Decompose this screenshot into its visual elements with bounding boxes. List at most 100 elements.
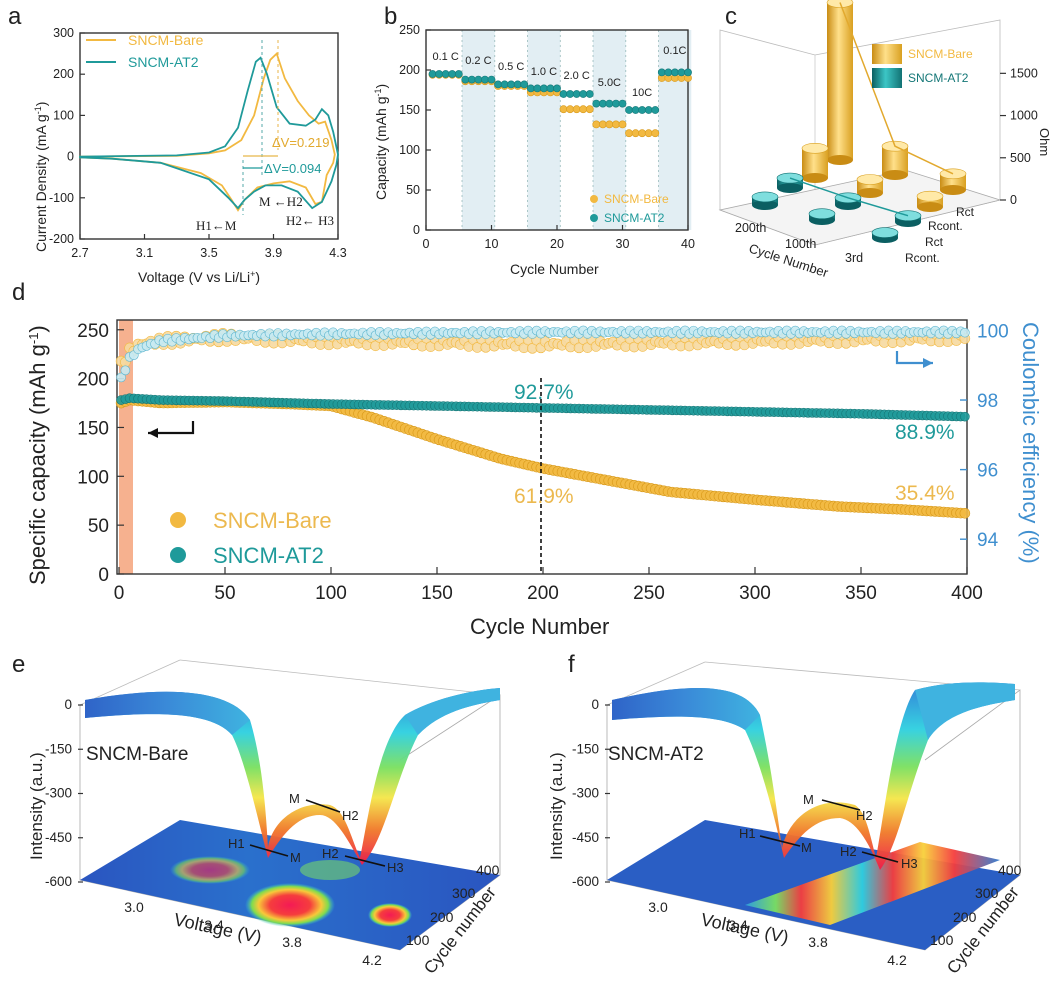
e-ztick-label: -450 xyxy=(45,830,72,845)
b-point-at2 xyxy=(638,106,647,114)
panel-f-xticks: 3.0 3.4 3.8 4.2 xyxy=(648,899,907,968)
c-category-label: 200th xyxy=(735,221,766,235)
b-point-at2 xyxy=(572,90,581,98)
e-arrow-mh2 xyxy=(305,799,341,813)
a-ytick-label: -100 xyxy=(49,191,74,205)
e-ytick-label: 400 xyxy=(476,862,500,878)
a-dv-bare-label: ΔV=0.219 xyxy=(272,135,329,150)
b-point-at2 xyxy=(461,75,470,84)
c-bar-bare-rct xyxy=(939,168,967,195)
b-rate-label: 2.0 C xyxy=(564,70,590,82)
b-point-bare xyxy=(605,120,614,129)
f-label-h3: H3 xyxy=(901,856,918,871)
e-label-h2-top: H2 xyxy=(342,808,359,823)
b-ytick-label: 100 xyxy=(399,143,420,157)
b-point-bare xyxy=(644,129,653,138)
b-point-at2 xyxy=(553,84,561,93)
panel-c-categories: 200th 100th 3rd xyxy=(735,221,863,265)
e-ztick-label: 0 xyxy=(64,697,72,712)
panel-c-bars xyxy=(751,0,967,243)
d-y2tick-label: 94 xyxy=(977,530,999,551)
e-surface-plateau xyxy=(85,691,250,735)
c-bar-body xyxy=(917,196,943,207)
e-box-top-right xyxy=(179,659,501,696)
c-link-bare xyxy=(839,2,954,175)
c-bar-top xyxy=(916,190,944,202)
d-annot-at2-200: 92.7% xyxy=(514,381,574,404)
c-bar-top xyxy=(808,208,836,219)
d-xtick-label: 300 xyxy=(739,583,771,604)
d-legend-bare-label: SNCM-Bare xyxy=(213,508,332,533)
b-rate-label: 0.1 C xyxy=(433,51,459,63)
f-title: SNCM-AT2 xyxy=(608,744,704,765)
c-bar-bottom xyxy=(835,200,861,210)
e-surface xyxy=(85,688,500,865)
b-xtick-label: 30 xyxy=(616,237,630,251)
b-point-at2 xyxy=(618,99,627,108)
a-xtick-label: 2.7 xyxy=(71,246,88,260)
c-bar-bottom xyxy=(857,188,883,198)
b-point-at2 xyxy=(441,70,450,78)
b-ytick-label: 200 xyxy=(399,63,420,77)
d-xtick-label: 100 xyxy=(315,583,347,604)
a-legend-bare-label: SNCM-Bare xyxy=(128,32,204,48)
d-y2label: Coulombic efficiency (%) xyxy=(1018,322,1043,564)
f-label-h2: H2 xyxy=(840,844,857,859)
a-label-h2h3: H2← H3 xyxy=(286,213,334,228)
b-xtick-label: 20 xyxy=(550,237,564,251)
c-ztick-label: 1500 xyxy=(1010,66,1038,80)
panel-d-yticks: 0 50 100 150 200 250 xyxy=(77,321,124,586)
d-ytick-label: 50 xyxy=(88,516,109,537)
c-group-label: Rct xyxy=(925,235,944,249)
b-rate-label: 0.1C xyxy=(663,45,686,57)
d-point-at2-ce xyxy=(960,327,970,338)
f-label-h2-top: H2 xyxy=(856,808,873,823)
b-point-at2 xyxy=(592,99,601,108)
b-ytick-label: 0 xyxy=(413,223,420,237)
f-arrow-h1m xyxy=(759,835,801,847)
d-legend-at2-label: SNCM-AT2 xyxy=(213,543,324,568)
d-ytick-label: 150 xyxy=(77,418,109,439)
e-xtick-label: 3.8 xyxy=(282,934,302,950)
panel-e-xticks: 3.0 3.4 3.8 4.2 xyxy=(124,899,382,968)
c-bar-bottom xyxy=(752,200,778,210)
d-xtick-label: 0 xyxy=(114,583,125,604)
b-point-at2 xyxy=(533,84,542,93)
b-legend-at2-label: SNCM-AT2 xyxy=(604,211,665,225)
d-ytick-label: 250 xyxy=(77,321,109,342)
e-floor-hot-1 xyxy=(245,883,335,927)
b-rate-label: 1.0 C xyxy=(531,66,557,78)
b-rate-label: 0.5 C xyxy=(498,61,524,73)
panel-d-frame xyxy=(116,319,968,575)
e-floor-hot-3 xyxy=(368,903,412,927)
f-xtick-label: 3.0 xyxy=(648,899,668,915)
b-point-bare xyxy=(651,129,660,138)
panel-f-zticks: 0 -150 -300 -450 -600 xyxy=(572,697,610,889)
series-sncm-at2-ce xyxy=(116,325,970,383)
b-point-at2 xyxy=(579,90,588,98)
c-bar-bare-rct xyxy=(826,0,854,165)
panel-b-xticks: 0 10 20 30 40 xyxy=(423,225,695,251)
c-bar-bare-rcont xyxy=(801,143,829,183)
f-surface-plateau xyxy=(612,688,760,730)
d-ytick-label: 200 xyxy=(77,370,109,391)
c-category-label: 100th xyxy=(785,237,816,251)
b-point-at2 xyxy=(566,90,574,98)
c-bar-at2-rcont xyxy=(808,208,836,225)
series-sncm-at2-cv xyxy=(79,56,339,210)
b-point-bare xyxy=(631,129,640,138)
d-y2tick-label: 98 xyxy=(977,391,998,412)
series-sncm-at2-capacity xyxy=(116,393,970,422)
b-point-at2 xyxy=(651,106,660,114)
panel-f-letter: f xyxy=(568,651,575,678)
d-right-axis-arrow xyxy=(895,351,933,365)
e-xtick-label: 3.4 xyxy=(204,917,224,933)
panel-b-rate-labels: 0.1 C 0.2 C 0.5 C 1.0 C 2.0 C 5.0C 10C 0.1C xyxy=(433,45,687,99)
f-arrow-h2h3 xyxy=(861,851,899,863)
b-point-at2 xyxy=(474,75,483,84)
d-point-bare-capacity xyxy=(959,508,971,519)
f-ytick-label: 200 xyxy=(953,909,977,925)
f-label-m: M xyxy=(801,840,812,855)
f-ytick-label: 100 xyxy=(930,932,954,948)
